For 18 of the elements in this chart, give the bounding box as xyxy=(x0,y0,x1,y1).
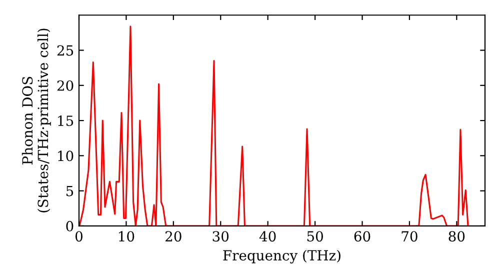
x-tick-label: 30 xyxy=(212,231,229,242)
y-tick-label: 15 xyxy=(58,116,74,126)
line-series xyxy=(79,26,469,226)
y-axis-title: Phonon DOS (States/THz·primitive cell) xyxy=(22,28,51,212)
x-tick-label: 70 xyxy=(402,231,418,242)
y-tick-label: 20 xyxy=(57,80,74,91)
x-tick-label: 40 xyxy=(259,231,276,242)
y-tick-label: 0 xyxy=(66,220,74,232)
y-tick-label: 10 xyxy=(58,150,74,162)
x-tick-label: 80 xyxy=(448,231,465,242)
x-tick-label: 60 xyxy=(354,231,370,242)
y-tick-label: 25 xyxy=(57,45,74,56)
x-tick-label: 20 xyxy=(166,231,182,242)
x-tick-label: 50 xyxy=(307,231,323,242)
x-axis-title: Frequency (THz) xyxy=(223,250,340,264)
y-tick-label: 5 xyxy=(66,186,74,196)
x-tick-label: 0 xyxy=(75,231,82,242)
x-tick-label: 10 xyxy=(119,231,134,242)
